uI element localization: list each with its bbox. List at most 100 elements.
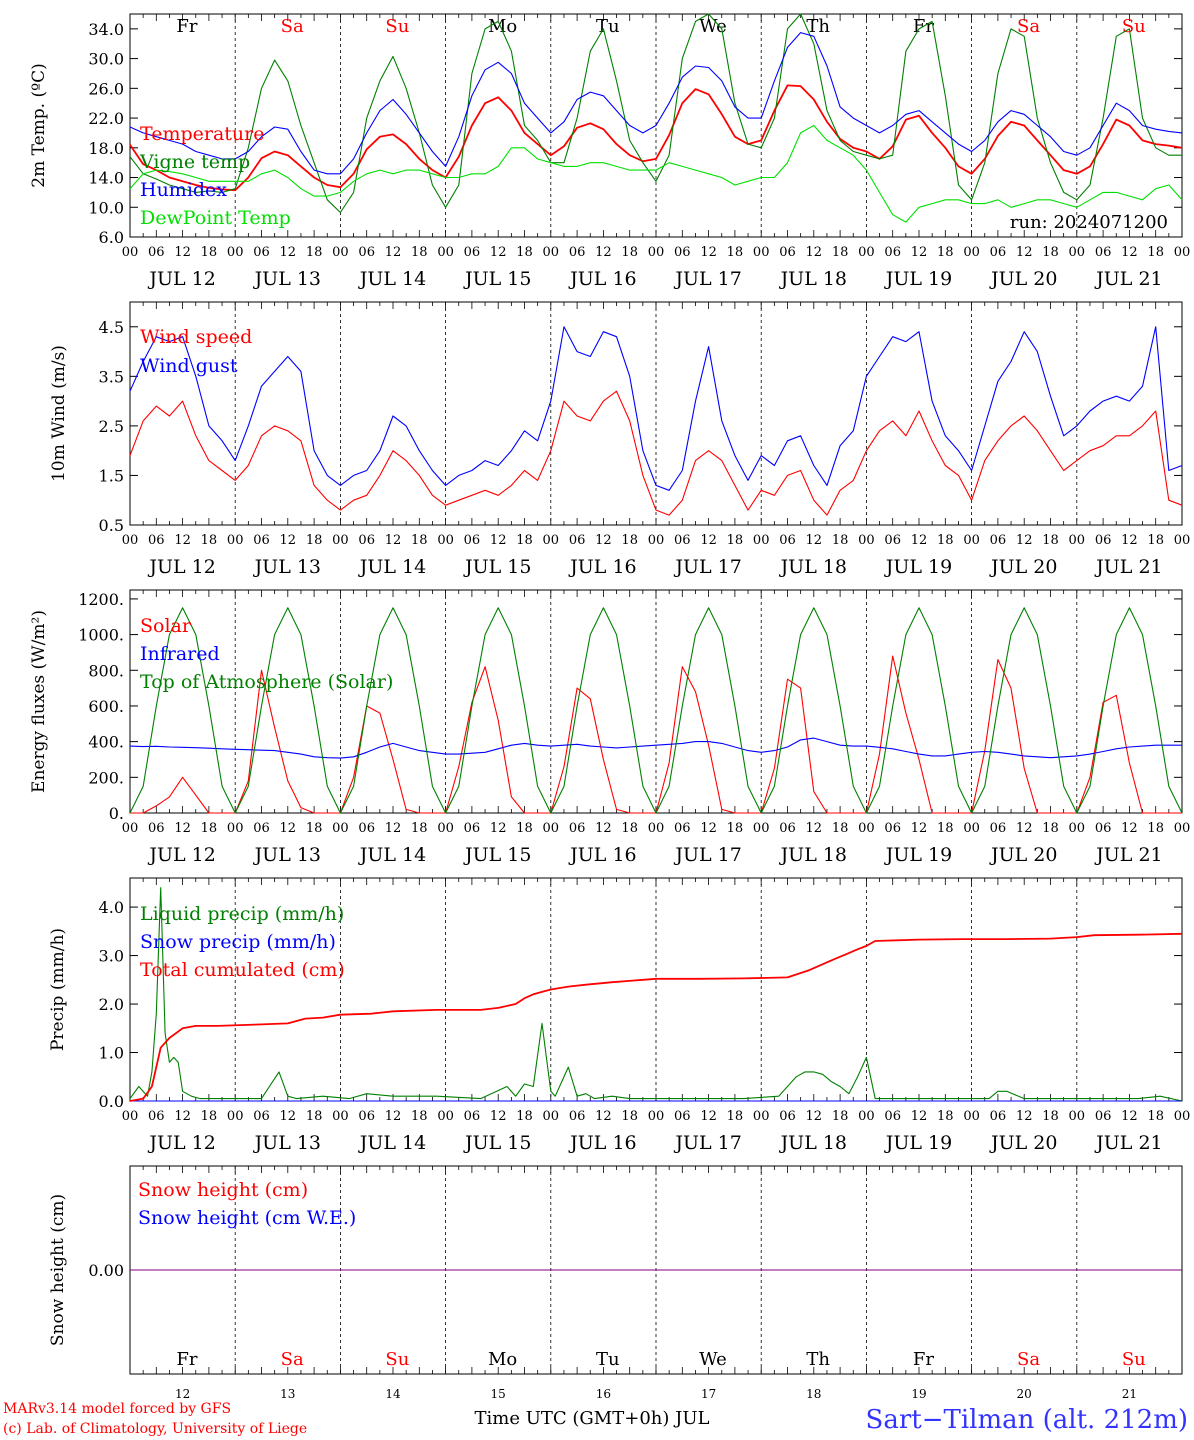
hour-tick-label: 18 [937, 821, 954, 836]
day-number-label: 19 [911, 1387, 926, 1401]
hour-tick-label: 12 [700, 245, 717, 260]
date-label: JUL 19 [884, 844, 952, 866]
weekday-label: Su [1122, 16, 1146, 37]
y-tick-label: 22.0 [88, 109, 124, 128]
day-number-label: 13 [280, 1387, 295, 1401]
hour-tick-label: 12 [490, 821, 507, 836]
date-label: JUL 17 [673, 1132, 741, 1154]
series-line-humidex [129, 32, 1183, 175]
hour-tick-label: 12 [280, 821, 297, 836]
weekday-label: Sa [281, 16, 304, 37]
hour-tick-label: 06 [1095, 245, 1112, 260]
hour-tick-label: 06 [990, 533, 1007, 548]
hour-tick-label: 00 [543, 1109, 560, 1124]
hour-tick-label: 06 [674, 245, 691, 260]
y-axis-label: 10m Wind (m/s) [49, 345, 69, 482]
hour-tick-label: 00 [122, 533, 139, 548]
panel-2: 0.5 1.5 2.5 3.5 4.5 10m Wind (m/s) 00 06 12 18 JUL… [49, 301, 1190, 578]
legend-entry: DewPoint Temp [140, 207, 291, 229]
y-tick-label: 30.0 [88, 50, 124, 69]
y-axis-label: Precip (mm/h) [48, 928, 68, 1051]
hour-tick-label: 00 [543, 821, 560, 836]
hour-tick-label: 06 [358, 821, 375, 836]
hour-tick-label: 12 [1121, 1109, 1138, 1124]
hour-tick-label: 12 [1121, 533, 1138, 548]
hour-tick-label: 18 [411, 821, 428, 836]
legend-entry: Snow height (cm W.E.) [138, 1207, 356, 1229]
date-label: JUL 17 [673, 556, 741, 578]
day-number-label: 16 [596, 1387, 611, 1401]
hour-tick-label: 00 [648, 533, 665, 548]
hour-tick-label: 00 [858, 1109, 875, 1124]
date-label: JUL 18 [779, 1132, 847, 1154]
y-tick-label: 2.0 [99, 995, 124, 1014]
hour-tick-label: 18 [411, 533, 428, 548]
hour-tick-label: 12 [1016, 1109, 1033, 1124]
hour-tick-label: 06 [779, 245, 796, 260]
date-label: JUL 14 [358, 1132, 426, 1154]
hour-tick-label: 12 [490, 1109, 507, 1124]
y-tick-label: 0.00 [88, 1261, 124, 1280]
hour-tick-label: 00 [1174, 245, 1191, 260]
hour-tick-label: 00 [437, 245, 454, 260]
date-label: JUL 13 [253, 1132, 321, 1154]
hour-tick-label: 06 [884, 245, 901, 260]
hour-tick-label: 06 [779, 821, 796, 836]
hour-tick-label: 18 [832, 533, 849, 548]
y-tick-label: 1000. [78, 626, 124, 645]
legend-entry: Snow precip (mm/h) [140, 931, 336, 953]
hour-tick-label: 18 [1042, 1109, 1059, 1124]
hour-tick-label: 12 [806, 245, 823, 260]
weekday-label: Th [806, 16, 830, 37]
hour-tick-label: 06 [779, 1109, 796, 1124]
weekday-label: We [699, 1349, 727, 1370]
date-label: JUL 21 [1094, 556, 1162, 578]
x-axis-label: Time UTC (GMT+0h) JUL [475, 1408, 710, 1429]
day-number-label: 20 [1017, 1387, 1032, 1401]
series-line-liquid-precip-mm-h [129, 887, 1183, 1102]
y-tick-label: 34.0 [88, 20, 124, 39]
y-tick-label: 0. [109, 804, 124, 823]
hour-tick-label: 12 [911, 533, 928, 548]
date-label: JUL 18 [779, 844, 847, 866]
hour-tick-label: 06 [1095, 821, 1112, 836]
day-number-label: 15 [491, 1387, 506, 1401]
hour-tick-label: 18 [1042, 245, 1059, 260]
hour-tick-label: 00 [858, 533, 875, 548]
date-label: JUL 20 [989, 844, 1057, 866]
hour-tick-label: 18 [832, 821, 849, 836]
credit-line-1: MARv3.14 model forced by GFS [3, 1401, 231, 1417]
legend-entry: Humidex [140, 179, 227, 201]
hour-tick-label: 12 [806, 1109, 823, 1124]
day-number-label: 12 [175, 1387, 190, 1401]
hour-tick-label: 00 [963, 821, 980, 836]
hour-tick-label: 00 [753, 821, 770, 836]
hour-tick-label: 12 [911, 1109, 928, 1124]
y-tick-label: 600. [88, 697, 124, 716]
y-tick-label: 4.0 [99, 898, 124, 917]
hour-tick-label: 18 [621, 1109, 638, 1124]
hour-tick-label: 06 [464, 533, 481, 548]
weekday-label: Fr [176, 16, 197, 37]
legend-entry: Snow height (cm) [138, 1179, 308, 1201]
hour-tick-label: 00 [227, 821, 244, 836]
hour-tick-label: 06 [1095, 533, 1112, 548]
station-name: Sart−Tilman (alt. 212m) [866, 1405, 1188, 1435]
hour-tick-label: 00 [648, 821, 665, 836]
hour-tick-label: 18 [1147, 1109, 1164, 1124]
hour-tick-label: 00 [963, 1109, 980, 1124]
hour-tick-label: 12 [595, 1109, 612, 1124]
y-tick-label: 26.0 [88, 79, 124, 98]
hour-tick-label: 06 [674, 821, 691, 836]
series-line-wind-speed [129, 390, 1183, 516]
date-label: JUL 20 [989, 556, 1057, 578]
hour-tick-label: 12 [174, 533, 191, 548]
hour-tick-label: 00 [332, 1109, 349, 1124]
date-label: JUL 12 [147, 844, 215, 866]
hour-tick-label: 06 [464, 821, 481, 836]
y-tick-label: 1200. [78, 590, 124, 609]
legend-entry: Infrared [140, 643, 220, 665]
hour-tick-label: 00 [437, 533, 454, 548]
date-label: JUL 12 [147, 268, 215, 290]
legend-entry: Temperature [140, 123, 264, 145]
